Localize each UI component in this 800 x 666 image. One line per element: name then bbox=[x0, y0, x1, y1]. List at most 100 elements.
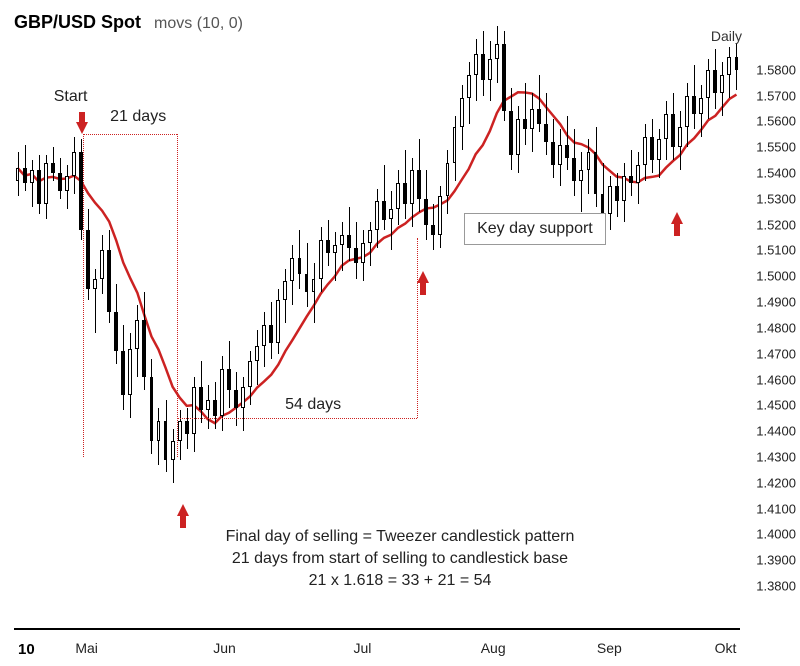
candle-body bbox=[431, 225, 435, 235]
y-tick: 1.4700 bbox=[756, 346, 796, 361]
candle-body bbox=[375, 201, 379, 229]
candle-body bbox=[396, 183, 400, 209]
x-axis-year: 10 bbox=[18, 641, 35, 658]
candle-body bbox=[608, 186, 612, 214]
ma-path bbox=[18, 92, 737, 423]
candle-body bbox=[699, 98, 703, 113]
candle-body bbox=[692, 96, 696, 114]
dotted-line bbox=[177, 418, 417, 419]
candle-body bbox=[347, 235, 351, 248]
candle-body bbox=[664, 114, 668, 140]
candle-body bbox=[594, 152, 598, 193]
start-label: Start bbox=[54, 88, 88, 106]
candle-body bbox=[488, 59, 492, 80]
candle-wick bbox=[370, 222, 371, 266]
candle-body bbox=[255, 346, 259, 361]
candle-body bbox=[467, 75, 471, 98]
candle-body bbox=[157, 421, 161, 442]
candle-body bbox=[678, 127, 682, 148]
candle-body bbox=[114, 312, 118, 351]
y-tick: 1.4500 bbox=[756, 398, 796, 413]
candle-body bbox=[516, 119, 520, 155]
candle-body bbox=[424, 199, 428, 225]
y-tick: 1.4200 bbox=[756, 475, 796, 490]
candle-body bbox=[312, 279, 316, 292]
y-tick: 1.5400 bbox=[756, 166, 796, 181]
candle-body bbox=[727, 57, 731, 75]
x-tick: Sep bbox=[597, 640, 622, 656]
chart-container: GBP/USD Spot movs (10, 0) Daily 1.38001.… bbox=[0, 0, 800, 666]
candle-wick bbox=[567, 116, 568, 170]
candle-body bbox=[23, 168, 27, 183]
candle-body bbox=[460, 98, 464, 126]
daily-label: Daily bbox=[711, 28, 742, 44]
candle-body bbox=[86, 230, 90, 289]
candle-body bbox=[622, 176, 626, 202]
candle-body bbox=[657, 139, 661, 160]
x-axis: 10 MaiJunJulAugSepOkt bbox=[14, 628, 740, 666]
candle-body bbox=[537, 109, 541, 124]
candle-body bbox=[601, 194, 605, 215]
candle-body bbox=[354, 248, 358, 263]
y-tick: 1.5200 bbox=[756, 217, 796, 232]
key-support-box: Key day support bbox=[464, 213, 606, 245]
candle-body bbox=[382, 201, 386, 219]
candle-wick bbox=[391, 191, 392, 250]
candle-body bbox=[241, 387, 245, 408]
candle-body bbox=[685, 96, 689, 127]
y-tick: 1.5100 bbox=[756, 243, 796, 258]
candle-body bbox=[121, 351, 125, 395]
candle-body bbox=[44, 163, 48, 204]
y-tick: 1.4100 bbox=[756, 501, 796, 516]
candle-body bbox=[234, 390, 238, 408]
candle-body bbox=[72, 152, 76, 175]
candle-body bbox=[206, 400, 210, 410]
dotted-line bbox=[83, 134, 177, 135]
candle-body bbox=[509, 111, 513, 155]
candle-body bbox=[579, 170, 583, 180]
candle-body bbox=[171, 441, 175, 459]
days54-label: 54 days bbox=[285, 396, 341, 414]
candle-wick bbox=[631, 150, 632, 196]
title-sub: movs (10, 0) bbox=[154, 15, 243, 32]
dotted-line bbox=[177, 134, 178, 457]
candle-body bbox=[587, 152, 591, 170]
candle-body bbox=[453, 127, 457, 163]
candle-body bbox=[290, 258, 294, 281]
title-main: GBP/USD Spot bbox=[14, 12, 141, 32]
candle-body bbox=[558, 145, 562, 166]
candle-body bbox=[30, 170, 34, 183]
candle-body bbox=[142, 320, 146, 377]
x-tick: Jun bbox=[213, 640, 236, 656]
candle-body bbox=[438, 196, 442, 235]
candle-body bbox=[51, 163, 55, 173]
candle-body bbox=[572, 158, 576, 181]
candle-body bbox=[248, 361, 252, 387]
candle-body bbox=[283, 281, 287, 299]
y-tick: 1.5500 bbox=[756, 140, 796, 155]
candle-body bbox=[629, 176, 633, 184]
candle-wick bbox=[335, 232, 336, 281]
candle-body bbox=[530, 109, 534, 130]
candle-body bbox=[474, 54, 478, 75]
chart-title: GBP/USD Spot movs (10, 0) bbox=[14, 12, 243, 33]
candle-wick bbox=[32, 160, 33, 206]
y-tick: 1.5000 bbox=[756, 269, 796, 284]
caption-line: 21 days from start of selling to candles… bbox=[0, 550, 800, 568]
candle-body bbox=[403, 183, 407, 204]
days21-label: 21 days bbox=[110, 108, 166, 126]
candle-body bbox=[446, 163, 450, 197]
candle-body bbox=[37, 170, 41, 204]
candle-body bbox=[481, 54, 485, 80]
low-arrow-icon bbox=[177, 504, 189, 516]
x-tick: Aug bbox=[481, 640, 506, 656]
candle-body bbox=[706, 70, 710, 98]
candle-body bbox=[495, 44, 499, 59]
candle-body bbox=[135, 320, 139, 348]
candle-body bbox=[615, 186, 619, 201]
y-tick: 1.4600 bbox=[756, 372, 796, 387]
start-arrow-icon bbox=[76, 122, 88, 134]
candle-body bbox=[185, 421, 189, 434]
candle-body bbox=[389, 209, 393, 219]
candle-body bbox=[220, 369, 224, 415]
